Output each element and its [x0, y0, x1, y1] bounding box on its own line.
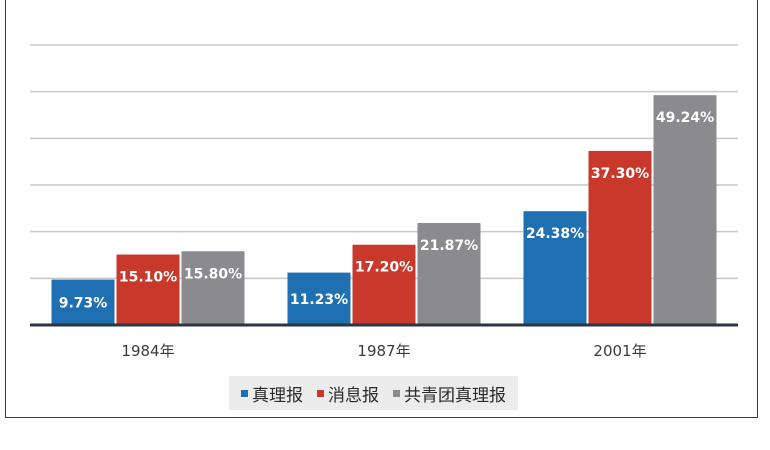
- data-label-0-0: 9.73%: [59, 295, 108, 311]
- data-label-2-1: 21.87%: [420, 238, 478, 254]
- data-label-2-2: 49.24%: [656, 110, 714, 126]
- legend-label-series-0: 真理报: [252, 385, 303, 406]
- data-label-1-1: 17.20%: [355, 260, 413, 276]
- bar-1-2: [588, 150, 652, 325]
- bar-2-1: [417, 222, 481, 325]
- legend-swatch-series-2: [393, 389, 400, 397]
- bar-0-0: [51, 279, 115, 325]
- legend-label-series-2: 共青团真理报: [404, 385, 506, 406]
- data-label-1-0: 15.10%: [119, 270, 177, 286]
- bar-2-0: [181, 251, 245, 325]
- legend-item-series-2: 共青团真理报: [393, 381, 506, 406]
- legend-item-series-0: 真理报: [241, 381, 303, 406]
- x-tick-label-2: 2001年: [593, 342, 646, 360]
- legend-item-series-1: 消息报: [317, 381, 379, 406]
- data-label-0-1: 11.23%: [290, 292, 348, 308]
- legend-swatch-series-1: [317, 389, 324, 397]
- legend-swatch-series-0: [241, 389, 248, 397]
- x-tick-label-1: 1987年: [357, 342, 410, 360]
- bar-1-0: [116, 254, 180, 325]
- bar-2-2: [653, 95, 717, 325]
- data-label-2-0: 15.80%: [184, 266, 242, 282]
- bar-0-2: [523, 211, 587, 325]
- x-tick-label-0: 1984年: [121, 342, 174, 360]
- legend-label-series-1: 消息报: [328, 385, 379, 406]
- data-label-1-2: 37.30%: [591, 166, 649, 182]
- bar-1-1: [352, 244, 416, 325]
- bar-0-1: [287, 272, 351, 325]
- legend: 真理报 消息报 共青团真理报: [229, 376, 518, 410]
- data-label-0-2: 24.38%: [526, 226, 584, 242]
